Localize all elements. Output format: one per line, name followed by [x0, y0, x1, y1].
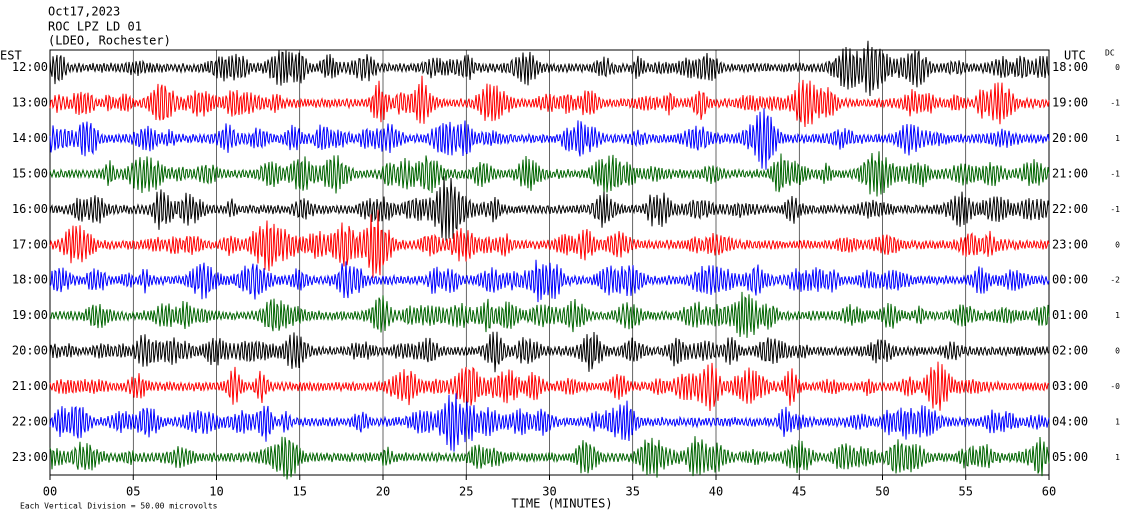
est-label: 16:00 — [12, 202, 48, 216]
trace — [49, 361, 1050, 412]
trace — [49, 331, 1050, 373]
right-axis-label: UTC — [1064, 49, 1086, 63]
est-label: 21:00 — [12, 379, 48, 393]
dc-value: 1 — [1115, 134, 1120, 143]
x-tick-label: 45 — [792, 485, 806, 499]
utc-label: 22:00 — [1052, 202, 1088, 216]
utc-label: 21:00 — [1052, 166, 1088, 180]
dc-value: 0 — [1115, 240, 1120, 249]
est-label: 13:00 — [12, 96, 48, 110]
x-tick-label: 55 — [959, 485, 973, 499]
trace — [49, 40, 1050, 97]
x-tick-label: 40 — [709, 485, 723, 499]
x-tick-label: 25 — [459, 485, 473, 499]
utc-label: 04:00 — [1052, 414, 1088, 428]
dc-value: -1 — [1110, 99, 1120, 108]
est-label: 18:00 — [12, 273, 48, 287]
trace — [49, 176, 1050, 241]
utc-label: 18:00 — [1052, 60, 1088, 74]
x-tick-label: 15 — [293, 485, 307, 499]
trace — [49, 393, 1050, 452]
dc-value: 1 — [1115, 417, 1120, 426]
dc-value: -1 — [1110, 205, 1120, 214]
x-tick-label: 00 — [43, 485, 57, 499]
est-label: 20:00 — [12, 344, 48, 358]
dc-label: DC — [1105, 49, 1115, 58]
x-tick-label: 60 — [1042, 485, 1056, 499]
title-line: ROC LPZ LD 01 — [48, 20, 142, 34]
utc-label: 01:00 — [1052, 308, 1088, 322]
trace — [49, 291, 1050, 338]
left-axis-label: EST — [0, 49, 22, 63]
est-label: 23:00 — [12, 450, 48, 464]
utc-label: 03:00 — [1052, 379, 1088, 393]
trace — [49, 151, 1050, 197]
utc-label: 19:00 — [1052, 96, 1088, 110]
utc-label: 20:00 — [1052, 131, 1088, 145]
dc-value: -0 — [1110, 382, 1120, 391]
x-tick-label: 05 — [126, 485, 140, 499]
dc-value: 1 — [1115, 453, 1120, 462]
x-axis-label: TIME (MINUTES) — [511, 497, 612, 511]
est-label: 14:00 — [12, 131, 48, 145]
title-line: (LDEO, Rochester) — [48, 34, 171, 48]
title-line: Oct17,2023 — [48, 5, 120, 19]
dc-value: 0 — [1115, 63, 1120, 72]
x-tick-label: 20 — [376, 485, 390, 499]
est-label: 22:00 — [12, 414, 48, 428]
utc-label: 00:00 — [1052, 273, 1088, 287]
trace — [49, 209, 1050, 278]
x-tick-label: 10 — [209, 485, 223, 499]
est-label: 17:00 — [12, 237, 48, 251]
dc-value: 0 — [1115, 347, 1120, 356]
est-label: 15:00 — [12, 166, 48, 180]
trace — [49, 436, 1050, 480]
trace — [49, 108, 1050, 170]
trace — [49, 259, 1050, 303]
x-tick-label: 50 — [875, 485, 889, 499]
trace — [49, 75, 1050, 128]
dc-value: -1 — [1110, 169, 1120, 178]
est-label: 19:00 — [12, 308, 48, 322]
utc-label: 23:00 — [1052, 237, 1088, 251]
footnote: Each Vertical Division = 50.00 microvolt… — [20, 502, 218, 511]
x-tick-label: 35 — [626, 485, 640, 499]
utc-label: 05:00 — [1052, 450, 1088, 464]
x-tick-label: 30 — [542, 485, 556, 499]
dc-value: -2 — [1110, 276, 1120, 285]
dc-value: 1 — [1115, 311, 1120, 320]
utc-label: 02:00 — [1052, 344, 1088, 358]
est-label: 12:00 — [12, 60, 48, 74]
